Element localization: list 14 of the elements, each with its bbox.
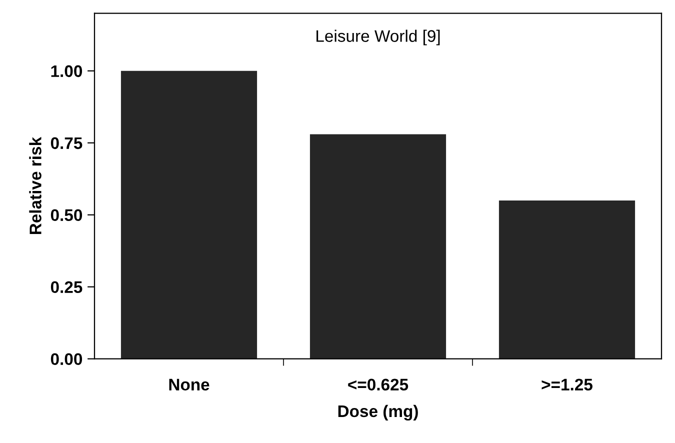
y-tick-label: 0.25 <box>50 281 82 294</box>
x-axis-title: Dose (mg) <box>338 404 418 421</box>
x-tick-label: None <box>169 378 210 391</box>
bar <box>120 70 258 359</box>
y-tick-label: 0.75 <box>50 137 82 150</box>
text: Leisure World [9] <box>316 30 440 46</box>
bar <box>498 200 636 359</box>
y-tick-label: 1.00 <box>51 65 82 78</box>
y-tick-label: 0.00 <box>50 353 82 366</box>
x-tick-label: >=1.25 <box>542 378 592 391</box>
x-tick-label: <=0.625 <box>348 378 408 391</box>
y-axis-title: Relative risk <box>29 136 42 234</box>
bar <box>310 134 446 359</box>
y-tick-label: 0.50 <box>50 209 82 222</box>
